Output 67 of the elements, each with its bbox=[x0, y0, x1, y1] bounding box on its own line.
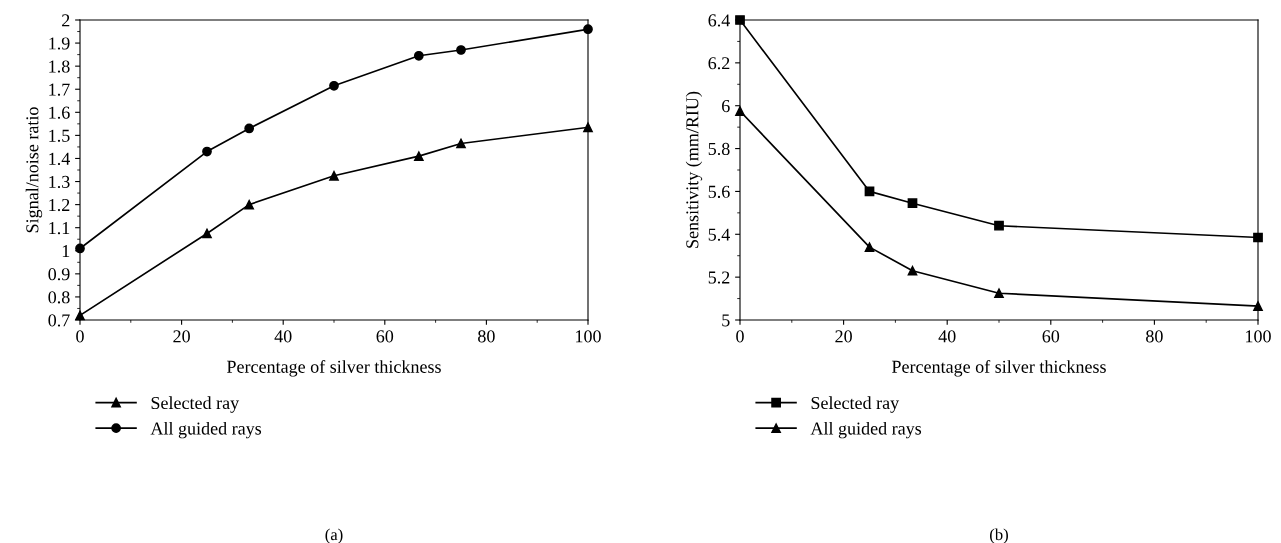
point bbox=[456, 138, 466, 149]
x-tick-label: 0 bbox=[736, 330, 744, 343]
y-tick-label: 5.8 bbox=[708, 142, 730, 156]
point bbox=[994, 288, 1004, 299]
y-tick-label: 1.9 bbox=[49, 37, 70, 50]
point bbox=[1253, 232, 1263, 243]
text: (a) bbox=[325, 528, 343, 543]
y-tick-label: 1.6 bbox=[49, 106, 70, 119]
point bbox=[202, 228, 212, 239]
y-tick-label: 2 bbox=[62, 14, 70, 27]
x-tick-label: 80 bbox=[1146, 330, 1163, 343]
point bbox=[329, 80, 339, 91]
y-tick-label: 1.8 bbox=[49, 60, 70, 73]
point bbox=[735, 106, 745, 116]
y-tick-label: 1.3 bbox=[49, 175, 70, 189]
y-tick-label: 1.2 bbox=[49, 198, 70, 212]
y-axis-title: Signal/noise ratio bbox=[25, 107, 43, 233]
x-tick-label: 80 bbox=[478, 330, 495, 343]
y-tick-label: 6.4 bbox=[708, 14, 730, 27]
point bbox=[907, 198, 918, 209]
x-tick-label: 100 bbox=[1246, 330, 1271, 343]
x-tick-label: 0 bbox=[76, 330, 84, 343]
y-tick-label: 1.1 bbox=[49, 222, 70, 235]
x-tick-label: 20 bbox=[173, 330, 190, 343]
y-tick-label: 5.2 bbox=[708, 271, 730, 284]
point bbox=[413, 50, 424, 61]
legend-label: Selected ray bbox=[151, 396, 240, 413]
point bbox=[456, 45, 466, 55]
y-tick-label: 0.7 bbox=[48, 314, 70, 327]
y-tick-label: 5 bbox=[722, 314, 730, 327]
y-axis-title: Sensitivity (mm/RIU) bbox=[685, 91, 703, 248]
x-tick-label: 40 bbox=[274, 330, 292, 343]
y-tick-label: 0.9 bbox=[48, 268, 70, 281]
point bbox=[1253, 301, 1263, 311]
legend-label: Selected ray bbox=[811, 396, 900, 413]
point bbox=[907, 265, 918, 276]
y-tick-label: 0.8 bbox=[48, 291, 70, 304]
y-tick-label: 1.5 bbox=[49, 129, 70, 142]
legend-label: All guided rays bbox=[810, 421, 922, 439]
x-tick-label: 60 bbox=[376, 330, 394, 343]
y-tick-label: 5.6 bbox=[708, 185, 730, 198]
y-tick-label: 5.4 bbox=[708, 228, 730, 241]
x-tick-label: 40 bbox=[938, 330, 956, 343]
legend-label: All guided rays bbox=[150, 421, 262, 439]
y-tick-label: 1 bbox=[62, 245, 70, 258]
y-tick-label: 1.7 bbox=[49, 83, 70, 96]
x-axis-title: Percentage of silver thickness bbox=[226, 359, 441, 377]
point bbox=[735, 15, 745, 25]
point bbox=[329, 170, 339, 181]
point bbox=[583, 122, 593, 133]
y-tick-label: 6.2 bbox=[708, 57, 730, 70]
point bbox=[994, 220, 1004, 231]
point bbox=[75, 243, 85, 254]
x-tick-label: 60 bbox=[1042, 330, 1060, 343]
point bbox=[75, 310, 85, 321]
point bbox=[583, 24, 593, 35]
x-tick-label: 20 bbox=[835, 330, 852, 343]
y-tick-label: 6 bbox=[722, 100, 730, 113]
point bbox=[202, 146, 212, 157]
point bbox=[244, 199, 255, 210]
point bbox=[413, 151, 424, 162]
x-axis-title: Percentage of silver thickness bbox=[891, 359, 1106, 377]
x-tick-label: 100 bbox=[576, 330, 601, 343]
point bbox=[244, 123, 255, 134]
text: (b) bbox=[990, 528, 1008, 543]
point bbox=[864, 242, 875, 253]
y-tick-label: 1.4 bbox=[49, 152, 70, 165]
